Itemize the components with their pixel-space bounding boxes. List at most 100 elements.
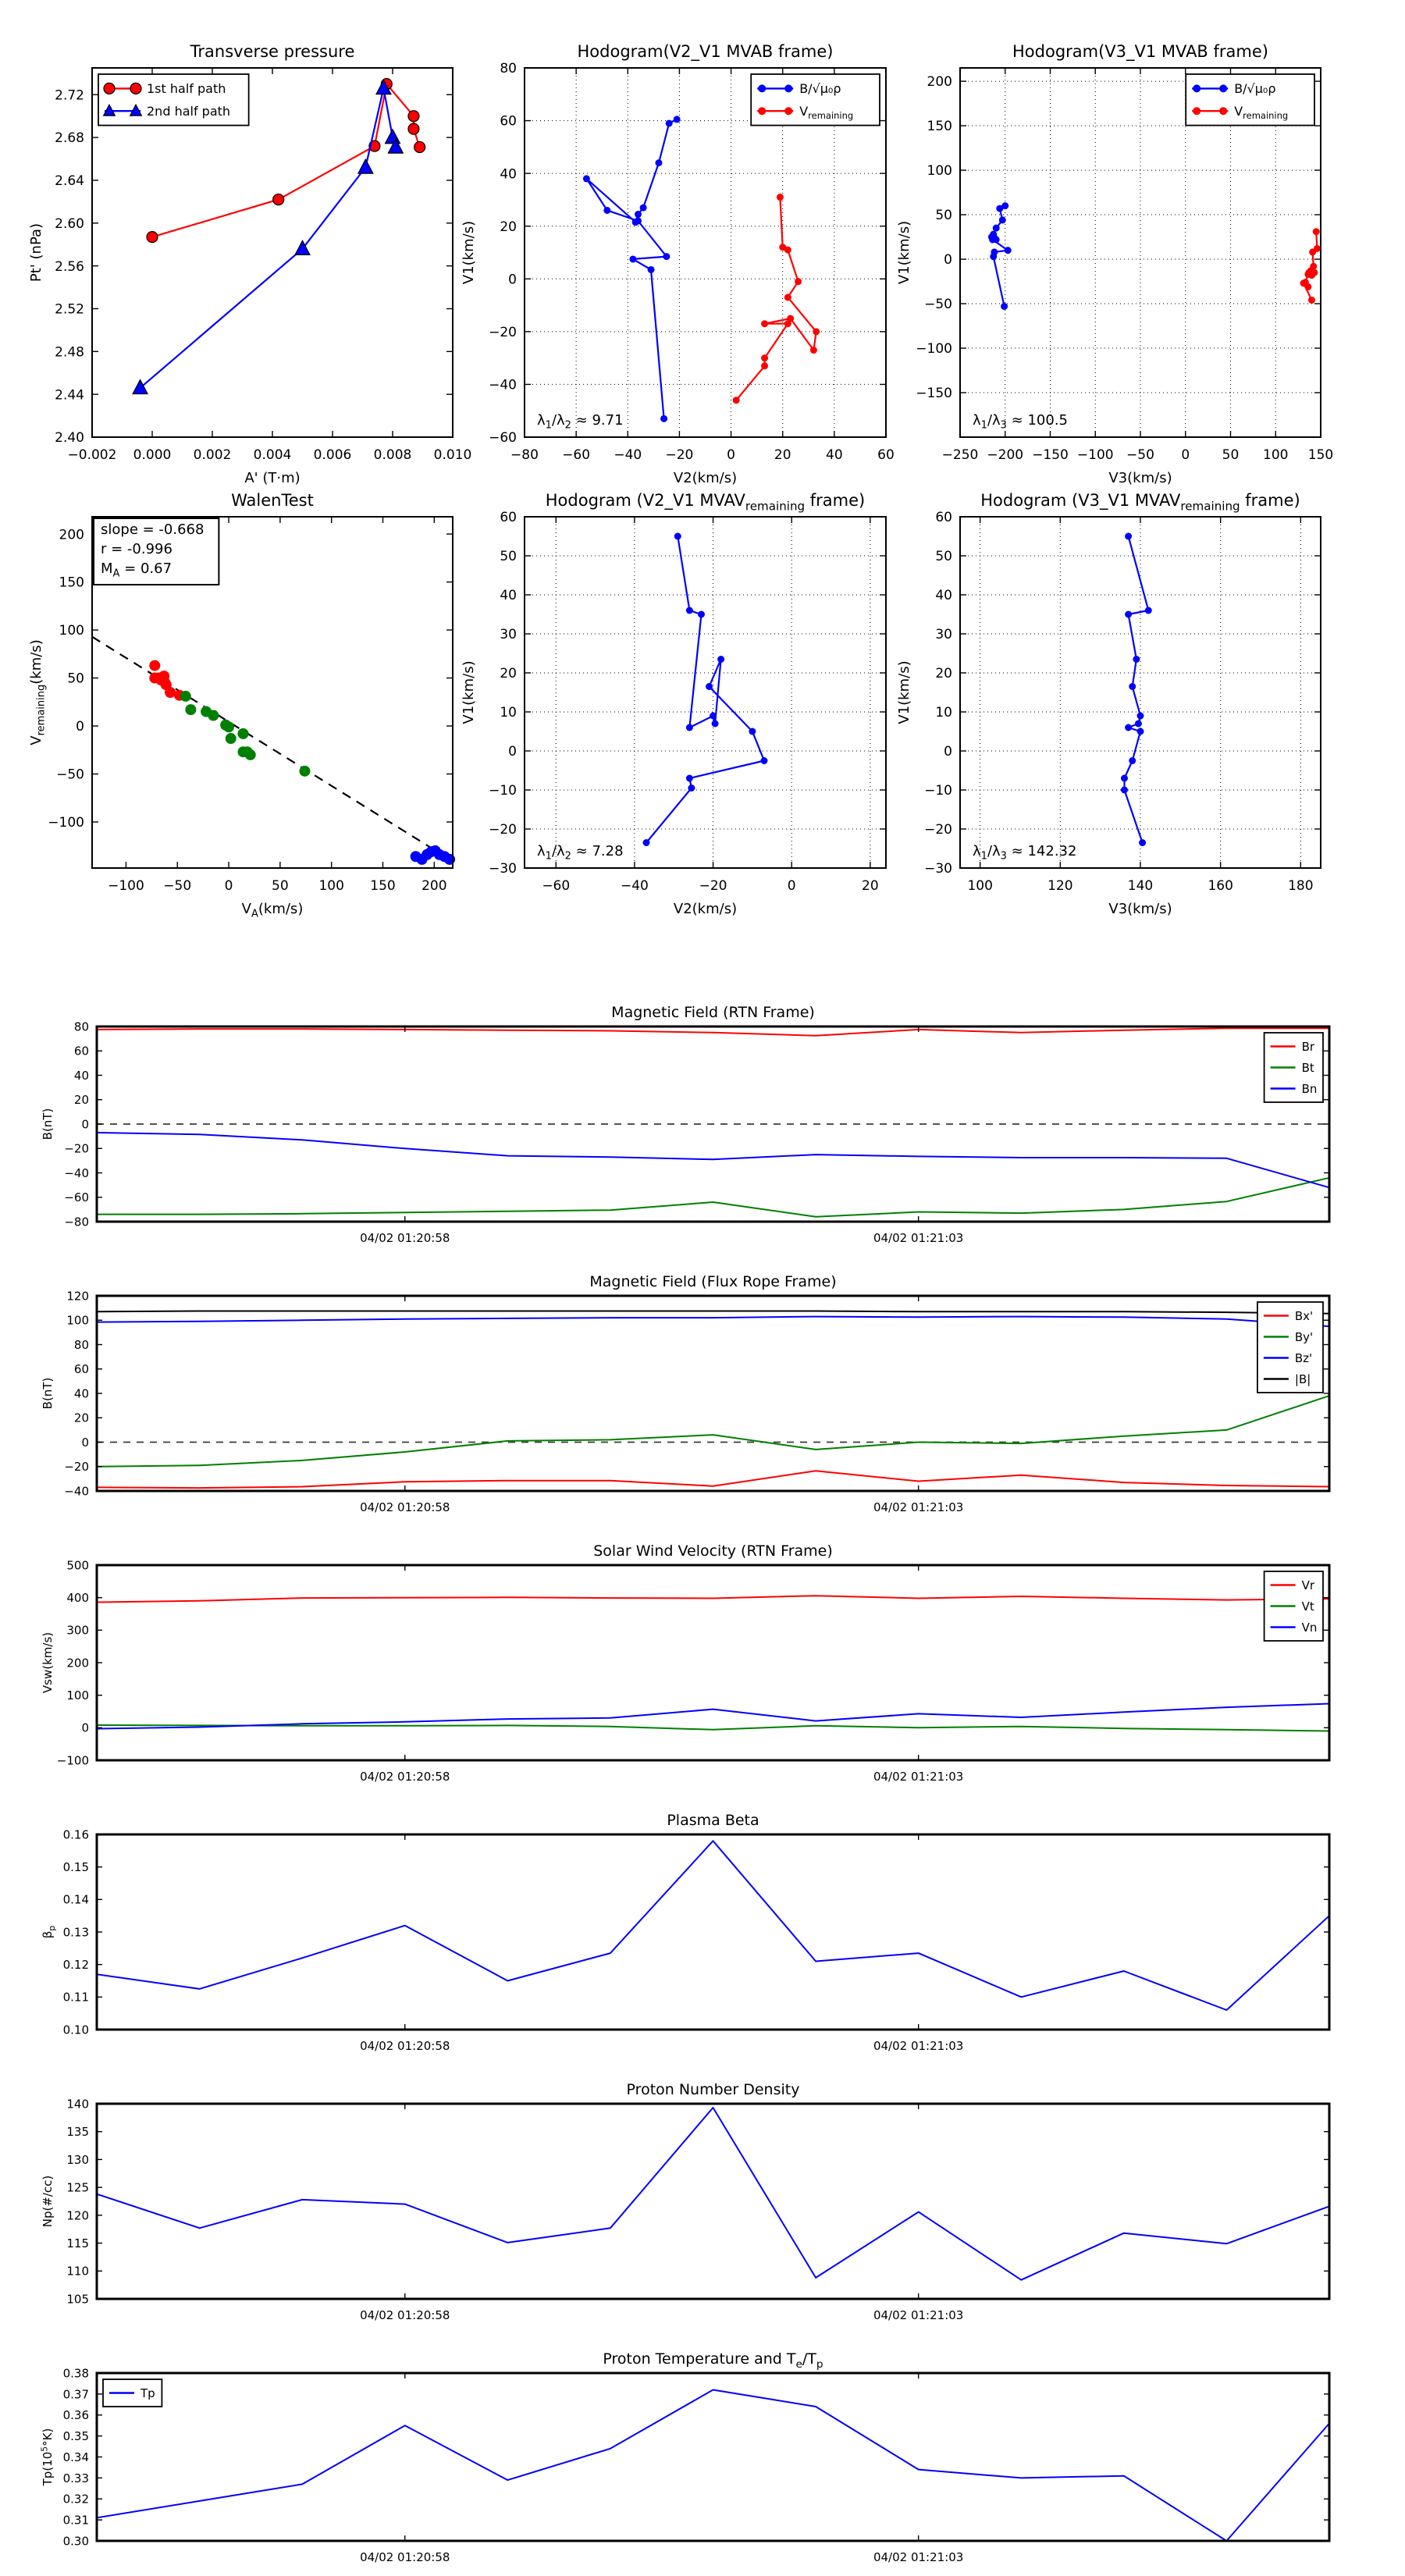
legend-label: Vt [1302,1599,1314,1614]
y-tick-label: 40 [500,588,517,603]
y-tick-label: 150 [59,575,84,591]
x-tick-label: 0.010 [434,447,472,463]
hodogram-v2v1-mvab-legend: B/√μ₀ρ Vremaining [750,73,880,126]
data-point [603,206,611,214]
data-point [1139,839,1147,846]
data-point [414,141,426,154]
y-tick-label: 0.31 [63,2514,89,2528]
y-tick-label: 200 [59,527,84,543]
data-point [663,253,670,261]
mf-rtn-legend: Br Bt Bn [1263,1032,1324,1103]
mf-fluxrope-series-B-magnitude [96,1310,1330,1315]
data-point [809,347,817,354]
y-tick-label: 60 [500,510,517,525]
legend-label: B/√μ₀ρ [1234,81,1275,96]
y-tick-label: 60 [74,1044,89,1059]
transverse-pressure-series-2nd half path [139,87,397,389]
proton-temperature-series-Tp [96,2389,1330,2542]
solar-wind-velocity-legend: Vr Vt Vn [1263,1571,1324,1642]
y-tick-label: 0 [508,272,517,287]
data-point [665,119,673,127]
y-tick-label: 200 [66,1656,89,1670]
data-point [1133,656,1140,663]
hodogram-v3v1-mvav-xlabel: V3(km/s) [1108,901,1172,917]
y-tick-label: 20 [500,666,517,681]
proton-temperature-frame [95,2371,1331,2542]
walen-test-ylabel: Vremaining(km/s) [28,639,48,745]
hodogram-v3v1-mvab-legend: B/√μ₀ρ Vremaining [1185,73,1315,126]
data-point [1309,248,1317,256]
y-tick-label: 2.56 [55,259,84,275]
x-tick-label: −200 [987,447,1023,463]
data-point [407,123,420,135]
hodogram-v2v1-mvab-markers-B-over-sqrt-mu0rho [582,116,681,422]
data-point [237,728,249,739]
ticks: 04/02 01:20:58 04/02 01:21:03 105 110 115 120… [66,2097,1329,2322]
mf-fluxrope-series-By-prime [96,1395,1330,1468]
x-tick-label: 04/02 01:21:03 [873,1770,963,1784]
data-point [407,110,420,123]
y-tick-label: 0.33 [63,2471,89,2485]
data-point [1300,279,1307,287]
fit-dashed-line [91,635,454,863]
proton-temperature-ylabel: Tp(105°K) [39,2428,55,2487]
fit-info-line: MA = 0.67 [101,560,172,580]
data-point [582,175,590,183]
x-tick-label: 0.006 [314,447,352,463]
hodogram-v2v1-mvav-frame [524,516,887,869]
data-point [180,690,191,702]
x-tick-label: 120 [1048,878,1072,894]
solar-wind-velocity-series-Vn [96,1703,1330,1730]
ticks: −250 −200 −150 −100 −50 0 50 100 150 −150 −100 −50 0… [916,68,1333,463]
data-point [761,320,769,328]
data-point [185,704,197,716]
y-tick-label: 400 [66,1591,89,1605]
x-tick-label: −40 [614,447,642,463]
data-point [629,255,637,263]
y-tick-label: 2.40 [55,430,84,446]
hodogram-v3v1-mvav-title: Hodogram (V3_V1 MVAVremaining frame) [980,491,1300,513]
chart-plasma-beta: 04/02 01:20:58 04/02 01:21:03 0.10 0.11 0.12… [41,1812,1331,2053]
x-tick-label: 04/02 01:21:03 [873,2039,963,2053]
data-point [749,728,756,735]
hodogram-v2v1-mvab-title: Hodogram(V2_V1 MVAB frame) [578,42,834,62]
data-point [272,194,285,206]
proton-density-series-Np [96,2107,1330,2281]
x-tick-label: −0.002 [68,447,117,463]
y-tick-label: 0 [944,744,952,760]
y-tick-label: 110 [66,2265,89,2279]
x-tick-label: 04/02 01:21:03 [873,1231,963,1245]
data-point [761,362,769,370]
data-point [1125,610,1133,618]
data-point [384,128,401,144]
x-tick-label: −50 [163,878,191,894]
x-tick-label: 04/02 01:20:58 [360,1231,450,1245]
hodogram-v2v1-mvav-series-V-hodogram [646,535,766,844]
data-point [642,839,650,846]
data-point [992,224,1000,232]
data-point [711,720,719,728]
y-tick-label: 80 [500,61,517,76]
legend-marker [102,103,116,116]
data-point [989,236,997,244]
transverse-pressure-xlabel: A' (T·m) [244,470,300,486]
transverse-pressure-title: Transverse pressure [190,42,355,61]
legend-box [98,73,250,126]
data-point [732,397,740,404]
x-tick-label: 0 [1181,447,1190,463]
x-tick-label: −20 [699,878,727,894]
x-tick-label: 0.004 [254,447,292,463]
y-tick-label: 2.48 [55,344,84,360]
mf-fluxrope-series-Bx-prime [96,1470,1330,1489]
legend-label: Vn [1302,1621,1318,1635]
y-tick-label: 2.72 [55,87,84,103]
x-tick-label: 0 [225,878,233,894]
data-point [244,749,256,760]
x-tick-label: 40 [826,447,843,463]
y-tick-label: 125 [66,2181,89,2195]
transverse-pressure-legend: 1st half path 2nd half path [98,73,250,126]
legend-marker [784,84,793,93]
walen-test-frame [91,516,454,869]
data-point [660,415,668,422]
